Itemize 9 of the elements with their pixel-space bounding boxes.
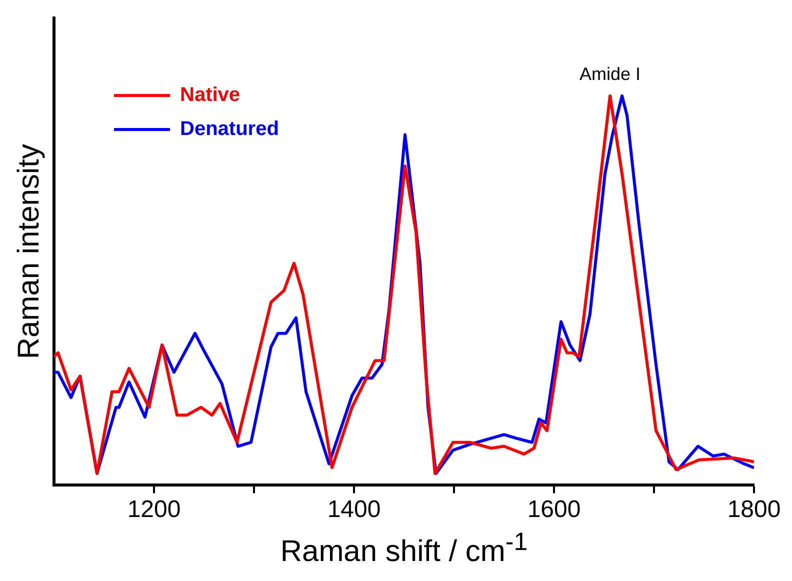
x-tick-label: 1400 <box>327 496 381 524</box>
annotation: Amide I <box>579 64 641 84</box>
y-axis-title: Raman intensity <box>12 144 46 360</box>
x-axis-title: Raman shift / cm$^{-1}$ <box>279 527 529 570</box>
x-tick-label: 1800 <box>727 496 781 524</box>
legend-label: Denatured <box>180 118 279 140</box>
x-tick-label: 1200 <box>127 496 181 524</box>
x-tick-label: 1600 <box>527 496 581 524</box>
legend-label: Native <box>180 84 240 106</box>
